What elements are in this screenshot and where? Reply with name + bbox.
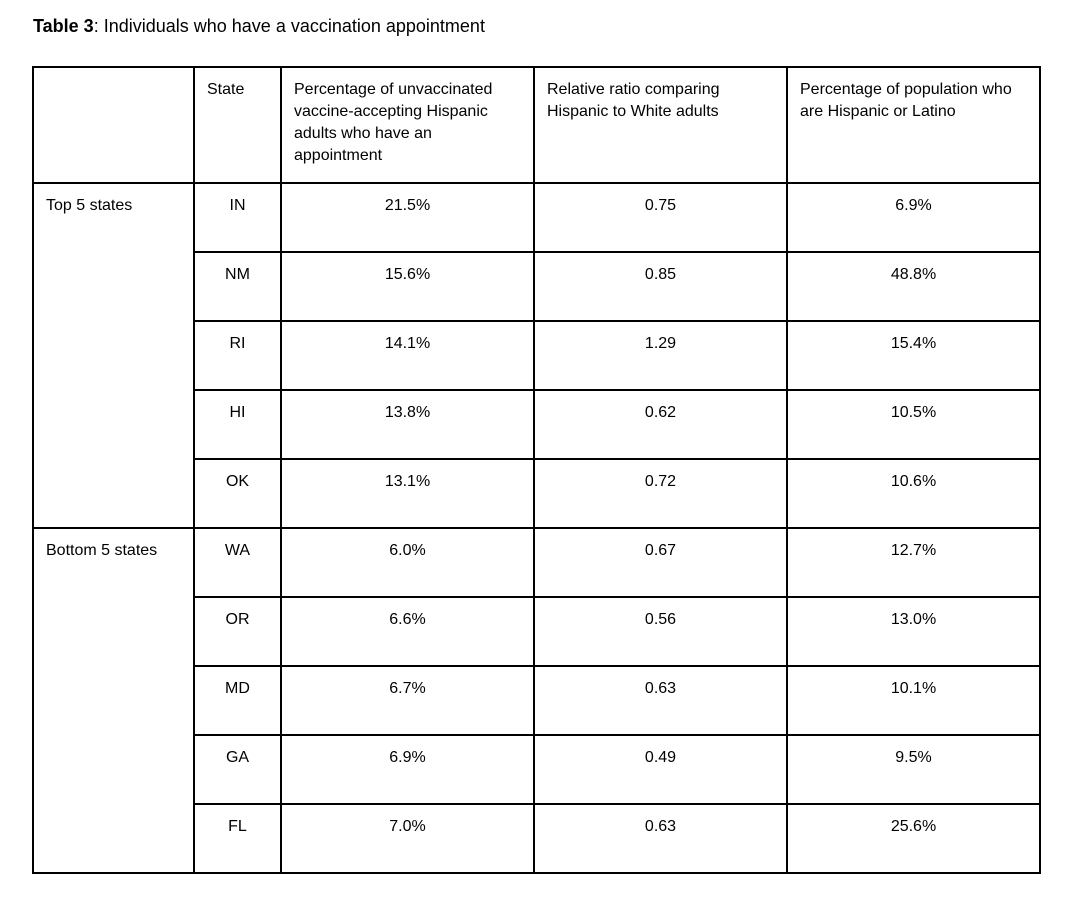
pct-population-cell: 12.7%: [786, 527, 1041, 598]
table-row: OK 13.1% 0.72 10.6%: [33, 458, 1041, 529]
state-cell: WA: [193, 527, 282, 598]
pct-appointment-cell: 14.1%: [280, 320, 535, 391]
header-pct-population: Percentage of population who are Hispani…: [786, 66, 1041, 184]
pct-appointment-cell: 6.9%: [280, 734, 535, 805]
pct-population-cell: 6.9%: [786, 182, 1041, 253]
table-row: NM 15.6% 0.85 48.8%: [33, 251, 1041, 322]
relative-ratio-cell: 0.49: [533, 734, 788, 805]
table-row: GA 6.9% 0.49 9.5%: [33, 734, 1041, 805]
state-cell: MD: [193, 665, 282, 736]
header-pct-appointment: Percentage of unvaccinated vaccine-accep…: [280, 66, 535, 184]
pct-appointment-cell: 6.0%: [280, 527, 535, 598]
table-row: HI 13.8% 0.62 10.5%: [33, 389, 1041, 460]
pct-appointment-cell: 13.1%: [280, 458, 535, 529]
pct-population-cell: 13.0%: [786, 596, 1041, 667]
relative-ratio-cell: 1.29: [533, 320, 788, 391]
header-blank: [32, 66, 195, 184]
pct-appointment-cell: 21.5%: [280, 182, 535, 253]
header-pct-appointment-text: Percentage of unvaccinated vaccine-accep…: [294, 81, 493, 164]
table-title: Table 3: Individuals who have a vaccinat…: [33, 14, 485, 38]
state-cell: IN: [193, 182, 282, 253]
pct-population-cell: 10.1%: [786, 665, 1041, 736]
pct-appointment-cell: 13.8%: [280, 389, 535, 460]
header-row: State Percentage of unvaccinated vaccine…: [32, 66, 1041, 184]
relative-ratio-cell: 0.56: [533, 596, 788, 667]
pct-appointment-cell: 6.6%: [280, 596, 535, 667]
state-cell: FL: [193, 803, 282, 874]
relative-ratio-cell: 0.62: [533, 389, 788, 460]
relative-ratio-cell: 0.67: [533, 527, 788, 598]
state-cell: HI: [193, 389, 282, 460]
table-row: FL 7.0% 0.63 25.6%: [33, 803, 1041, 874]
table-row: OR 6.6% 0.56 13.0%: [33, 596, 1041, 667]
group-cell-bottom-5-states: Bottom 5 states: [32, 527, 195, 874]
pct-appointment-cell: 7.0%: [280, 803, 535, 874]
pct-population-cell: 25.6%: [786, 803, 1041, 874]
state-cell: RI: [193, 320, 282, 391]
relative-ratio-cell: 0.72: [533, 458, 788, 529]
pct-population-cell: 15.4%: [786, 320, 1041, 391]
table-row: Bottom 5 states WA 6.0% 0.67 12.7%: [32, 527, 1041, 874]
pct-appointment-cell: 15.6%: [280, 251, 535, 322]
state-cell: GA: [193, 734, 282, 805]
table-row: MD 6.7% 0.63 10.1%: [33, 665, 1041, 736]
state-cell: OR: [193, 596, 282, 667]
pct-population-cell: 10.5%: [786, 389, 1041, 460]
table-title-number: Table 3: [33, 16, 94, 36]
relative-ratio-cell: 0.63: [533, 803, 788, 874]
pct-population-cell: 48.8%: [786, 251, 1041, 322]
table-row: Top 5 states IN 21.5% 0.75 6.9%: [32, 182, 1041, 529]
state-cell: OK: [193, 458, 282, 529]
header-relative-ratio: Relative ratio comparing Hispanic to Whi…: [533, 66, 788, 184]
pct-population-cell: 9.5%: [786, 734, 1041, 805]
vaccination-appointment-table: State Percentage of unvaccinated vaccine…: [32, 66, 1041, 874]
relative-ratio-cell: 0.85: [533, 251, 788, 322]
table-title-text: : Individuals who have a vaccination app…: [93, 16, 485, 36]
pct-appointment-cell: 6.7%: [280, 665, 535, 736]
relative-ratio-cell: 0.75: [533, 182, 788, 253]
group-cell-top-5-states: Top 5 states: [32, 182, 195, 529]
pct-population-cell: 10.6%: [786, 458, 1041, 529]
table-row: RI 14.1% 1.29 15.4%: [33, 320, 1041, 391]
header-state: State: [193, 66, 282, 184]
state-cell: NM: [193, 251, 282, 322]
relative-ratio-cell: 0.63: [533, 665, 788, 736]
